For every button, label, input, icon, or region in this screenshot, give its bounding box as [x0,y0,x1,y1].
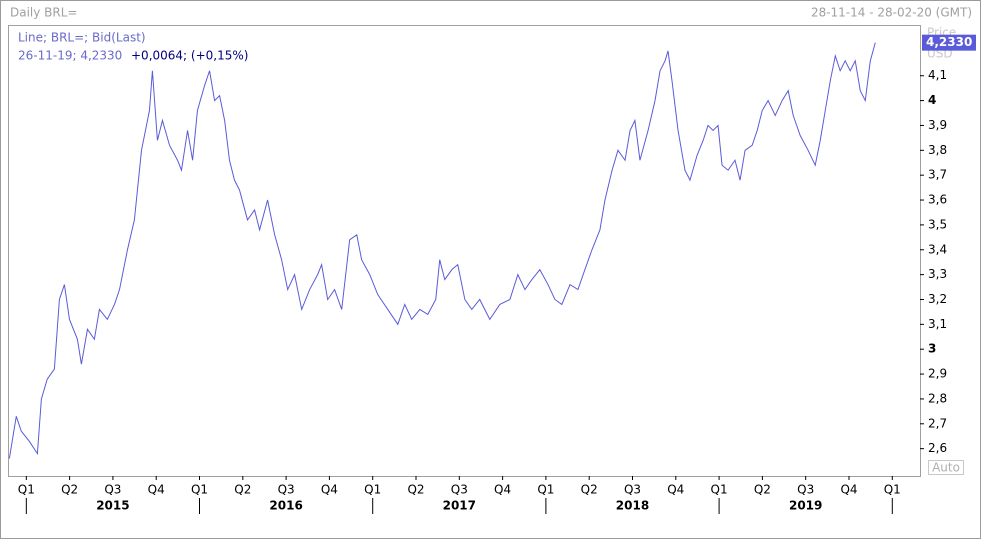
y-tick-label: 3,2 [928,292,947,306]
year-label: 2016 [269,499,302,513]
y-tick-label: 2,6 [928,441,947,455]
x-tick-label: Q2 [754,483,771,497]
year-label: 2015 [96,499,129,513]
x-tick-label: Q3 [104,483,121,497]
x-tick-label: Q3 [797,483,814,497]
year-label: 2018 [616,499,649,513]
plot-area [8,25,921,477]
x-tick-label: Q2 [234,483,251,497]
y-tick-label: 3,8 [928,143,947,157]
y-tick-label: 3,7 [928,168,947,182]
y-tick-label: 2,8 [928,391,947,405]
y-tick-label: 2,9 [928,367,947,381]
x-tick-label: Q1 [364,483,381,497]
legend-line: Line; BRL=; Bid(Last) [18,31,146,45]
y-tick-label: 2,7 [928,416,947,430]
y-tick-label: 4,1 [928,68,947,82]
y-tick-label: 3,1 [928,317,947,331]
x-tick-label: Q4 [494,483,511,497]
y-tick-label: 3,4 [928,242,947,256]
auto-button-label[interactable]: Auto [932,461,960,475]
x-tick-label: Q4 [667,483,684,497]
x-tick-label: Q2 [61,483,78,497]
legend-change: +0,0064; (+0,15%) [131,49,248,63]
year-label: 2019 [789,499,822,513]
x-tick-label: Q1 [537,483,554,497]
x-tick-label: Q1 [191,483,208,497]
x-tick-label: Q4 [840,483,857,497]
x-tick-label: Q3 [278,483,295,497]
y-tick-label: 3 [928,342,936,356]
auto-button[interactable] [928,460,964,475]
last-value-label: 4,2330 [926,35,972,49]
y-tick-label: 3,9 [928,118,947,132]
x-tick-label: Q2 [581,483,598,497]
year-label: 2017 [443,499,476,513]
last-value-box [922,34,976,51]
x-tick-label: Q2 [407,483,424,497]
y-tick-label: 3,6 [928,193,947,207]
x-tick-label: Q3 [624,483,641,497]
x-tick-label: Q3 [451,483,468,497]
x-tick-label: Q4 [148,483,165,497]
y-tick-label: 4 [928,93,936,107]
date-range: 28-11-14 - 28-02-20 (GMT) [811,6,972,20]
price-line [8,42,876,459]
y-tick-label: 3,3 [928,267,947,281]
chart-title: Daily BRL= [10,6,78,20]
x-tick-label: Q1 [18,483,35,497]
x-tick-label: Q1 [884,483,901,497]
x-tick-label: Q1 [711,483,728,497]
y-tick-label: 3,5 [928,217,947,231]
x-tick-label: Q4 [321,483,338,497]
legend-point: 26-11-19; 4,2330 [18,49,122,63]
